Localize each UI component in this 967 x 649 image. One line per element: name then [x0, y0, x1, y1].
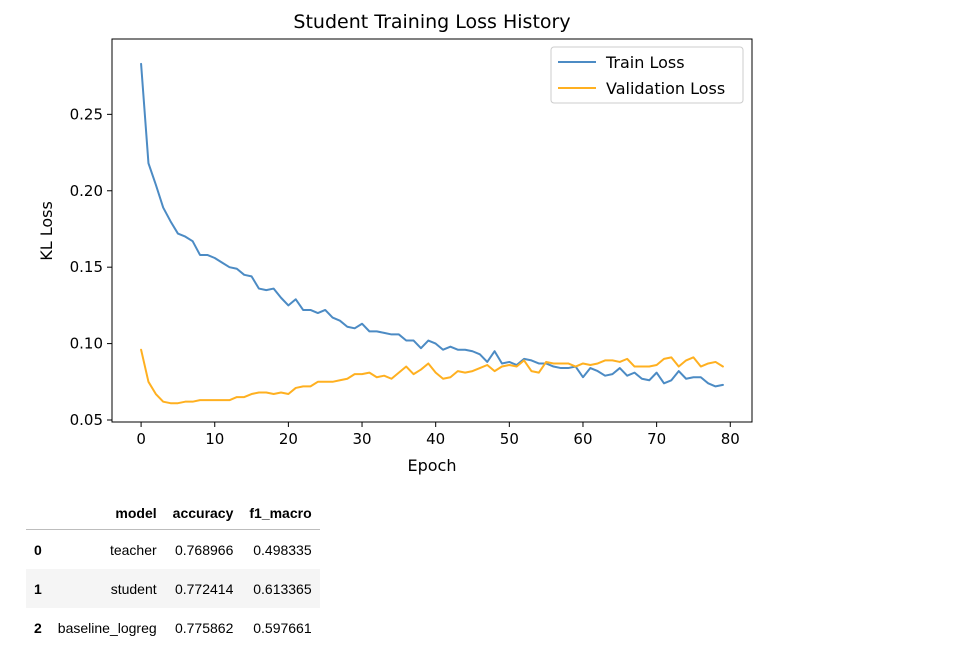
y-tick-label: 0.20 — [70, 182, 103, 200]
legend-box — [550, 46, 744, 104]
x-tick-label: 60 — [573, 430, 592, 448]
row-index: 1 — [34, 580, 42, 597]
x-tick-label: 10 — [205, 430, 224, 448]
y-tick-label: 0.25 — [70, 105, 103, 123]
series-line-validation-loss — [140, 348, 724, 405]
cell-f1-macro: 0.597661 — [253, 619, 312, 636]
x-tick-label: 80 — [721, 430, 740, 448]
table-row: 0 teacher 0.768966 0.498335 — [26, 529, 320, 569]
series-line-train-loss — [140, 62, 724, 388]
chart-title: Student Training Loss History — [293, 11, 570, 33]
x-tick-label: 0 — [136, 430, 146, 448]
legend-label-validation: Validation Loss — [606, 79, 725, 98]
plot-frame — [111, 38, 753, 423]
cell-model: baseline_logreg — [57, 619, 157, 636]
row-index: 0 — [34, 541, 42, 558]
column-header-index — [26, 496, 50, 530]
row-index: 2 — [34, 619, 42, 636]
results-table: model accuracy f1_macro 0 teacher 0.7689… — [26, 496, 320, 647]
column-header-model: model — [49, 496, 165, 530]
cell-model: teacher — [109, 541, 157, 558]
column-header-accuracy: accuracy — [164, 496, 242, 530]
table-header-row: model accuracy f1_macro — [26, 496, 320, 530]
legend-label-train: Train Loss — [605, 53, 685, 72]
x-tick-label: 40 — [426, 430, 445, 448]
plot-area — [140, 62, 724, 405]
cell-accuracy: 0.775862 — [174, 619, 234, 636]
table-row: 1 student 0.772414 0.613365 — [26, 569, 320, 608]
cell-f1-macro: 0.498335 — [253, 541, 312, 558]
cell-model: student — [110, 580, 157, 597]
y-tick-label: 0.15 — [70, 258, 103, 276]
x-tick-label: 30 — [352, 430, 371, 448]
table-row: 2 baseline_logreg 0.775862 0.597661 — [26, 608, 320, 647]
loss-history-chart: Student Training Loss History 0 10 20 30 40 5… — [37, 11, 753, 475]
x-tick-label: 20 — [279, 430, 298, 448]
y-tick-label: 0.10 — [70, 335, 103, 353]
y-tick-label: 0.05 — [70, 411, 103, 429]
axes: 0 10 20 30 40 50 60 70 80 0.05 0.10 0.15 0.20 0.25 — [70, 105, 740, 448]
legend: Train Loss Validation Loss — [550, 46, 744, 104]
y-axis-label: KL Loss — [37, 201, 56, 261]
cell-accuracy: 0.768966 — [174, 541, 234, 558]
cell-accuracy: 0.772414 — [174, 580, 234, 597]
x-tick-label: 70 — [647, 430, 666, 448]
cell-f1-macro: 0.613365 — [253, 580, 312, 597]
x-axis-label: Epoch — [408, 456, 457, 475]
x-tick-label: 50 — [500, 430, 519, 448]
column-header-f1-macro: f1_macro — [241, 496, 320, 530]
